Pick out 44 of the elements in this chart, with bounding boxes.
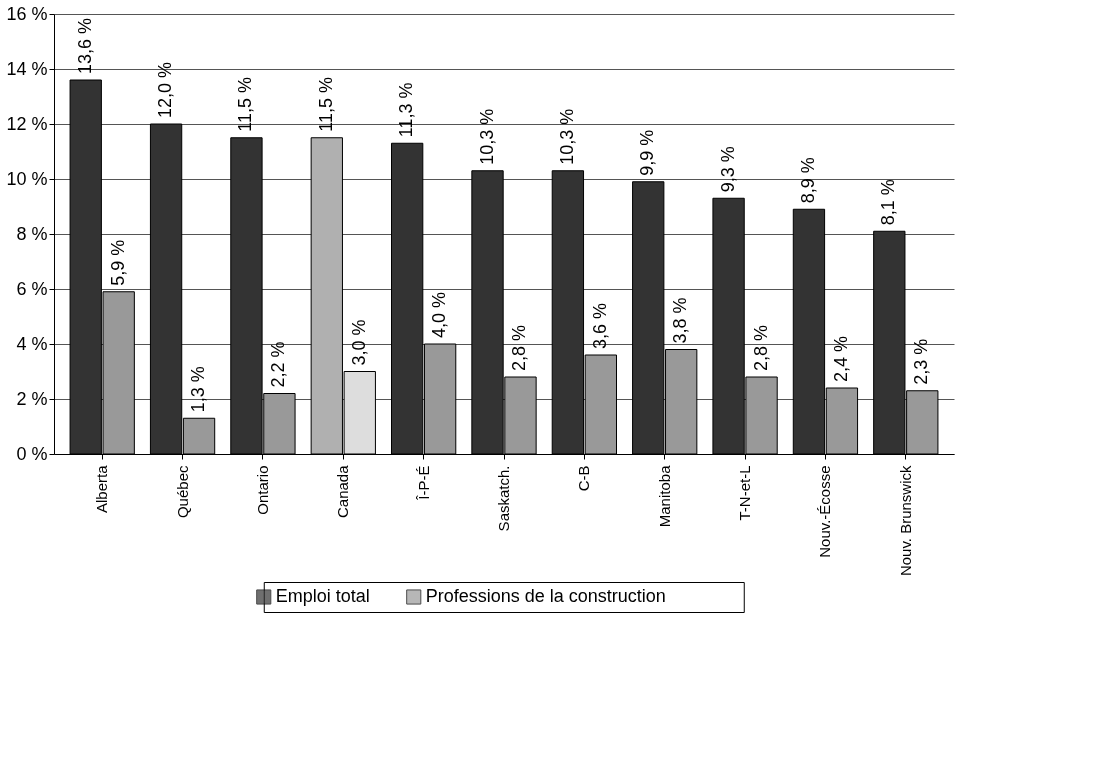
- data-label: 10,3 %: [556, 108, 577, 165]
- data-label: 3,8 %: [670, 297, 691, 344]
- y-tick-label: 14 %: [6, 58, 48, 79]
- data-label: 10,3 %: [476, 108, 497, 165]
- x-tick-label: Nouv.-Écosse: [816, 465, 834, 558]
- data-label: 12,0 %: [155, 61, 176, 118]
- legend-label: Emploi total: [275, 586, 370, 606]
- y-tick-label: 6 %: [16, 278, 48, 299]
- y-tick-label: 16 %: [6, 3, 48, 24]
- x-tick-label: Nouv. Brunswick: [896, 465, 914, 577]
- data-label: 9,3 %: [717, 146, 738, 193]
- data-label: 8,1 %: [878, 179, 899, 226]
- x-tick-label: Ontario: [253, 465, 271, 515]
- x-tick-label: Manitoba: [655, 464, 673, 528]
- data-label: 2,8 %: [750, 324, 771, 371]
- data-label: 3,6 %: [589, 302, 610, 349]
- y-tick-label: 2 %: [16, 388, 48, 409]
- data-label: 5,9 %: [107, 239, 128, 286]
- data-label: 11,5 %: [235, 77, 256, 132]
- data-label: 11,3 %: [396, 82, 417, 138]
- x-tick-label: T-N-et-L: [736, 465, 754, 521]
- x-tick-label: C-B: [575, 465, 593, 492]
- data-label: 2,2 %: [268, 341, 289, 388]
- y-tick-label: 8 %: [16, 223, 48, 244]
- data-label: 13,6 %: [74, 17, 95, 74]
- data-label: 11,5 %: [315, 77, 336, 132]
- x-tick-label: Canada: [334, 464, 352, 519]
- data-label: 4,0 %: [429, 291, 450, 338]
- y-tick-label: 4 %: [16, 333, 48, 354]
- y-tick-label: 10 %: [6, 168, 48, 189]
- data-label: 1,3 %: [188, 366, 209, 413]
- data-label: 2,3 %: [911, 338, 932, 385]
- x-tick-label: Î-P-É: [414, 465, 432, 501]
- x-tick-label: Alberta: [93, 464, 111, 514]
- y-tick-label: 12 %: [6, 113, 48, 134]
- legend-label: Professions de la construction: [425, 586, 666, 606]
- data-label: 8,9 %: [797, 157, 818, 204]
- data-label: 2,4 %: [830, 335, 851, 382]
- x-tick-label: Québec: [173, 465, 191, 519]
- x-tick-label: Saskatch.: [495, 465, 512, 532]
- y-tick-label: 0 %: [16, 443, 48, 464]
- data-label: 9,9 %: [637, 129, 658, 176]
- data-label: 3,0 %: [348, 319, 369, 366]
- data-label: 2,8 %: [509, 324, 530, 371]
